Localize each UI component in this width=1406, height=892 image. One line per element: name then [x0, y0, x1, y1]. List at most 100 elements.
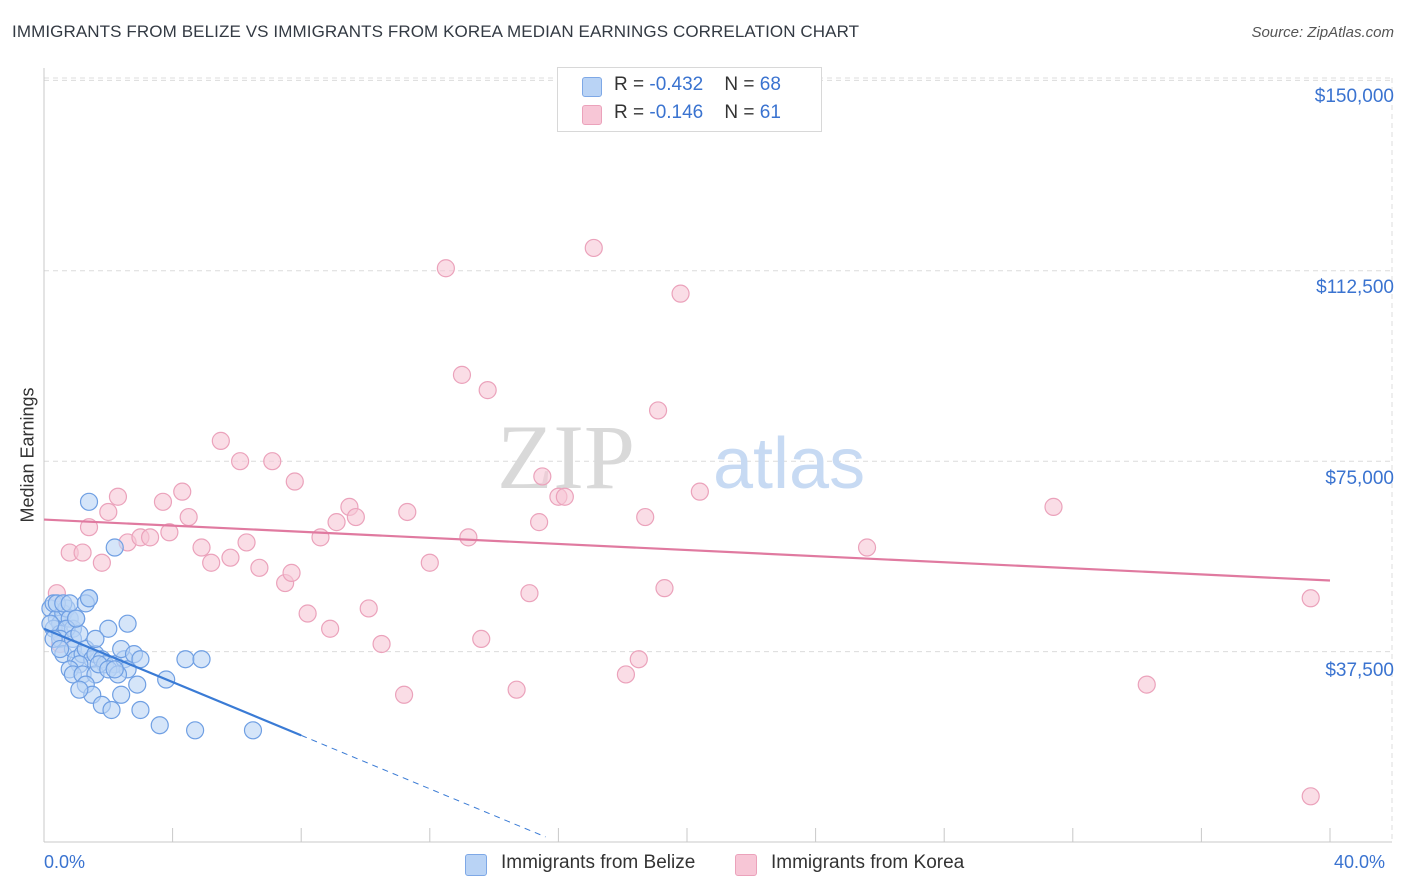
legend-n-value-belize: 68 [759, 74, 781, 95]
y-tick-label: $37,500 [1325, 660, 1394, 681]
korea-point [394, 685, 414, 704]
legend-r-label: R = [614, 102, 650, 123]
belize-point [243, 721, 263, 740]
legend-r-value-korea: -0.146 [649, 102, 704, 123]
korea-point [285, 472, 304, 491]
x-max-label: 40.0% [1334, 852, 1386, 872]
korea-point [629, 650, 648, 669]
korea-point [671, 284, 690, 303]
chart-title: IMMIGRANTS FROM BELIZE VS IMMIGRANTS FRO… [12, 22, 860, 41]
korea-swatch [735, 854, 757, 876]
korea-point [202, 553, 221, 572]
korea-point [857, 538, 877, 557]
korea-point [1301, 787, 1320, 806]
belize-point [79, 589, 99, 608]
korea-point [1301, 589, 1320, 608]
belize-point [99, 619, 118, 638]
korea-point [173, 482, 192, 501]
korea-trend-line [43, 518, 1331, 582]
korea-point [1137, 675, 1156, 694]
belize-swatch [465, 854, 487, 876]
y-axis-title: Median Earnings [17, 387, 38, 523]
korea-point [250, 558, 269, 577]
belize-point [131, 700, 150, 720]
korea-point [555, 487, 574, 506]
korea-series [47, 238, 1320, 806]
korea-point [420, 553, 439, 572]
korea-point [108, 487, 128, 506]
korea-point [690, 482, 709, 501]
korea-point [655, 579, 674, 598]
korea-point [507, 680, 526, 699]
korea-point [263, 452, 282, 471]
belize-point [50, 639, 70, 659]
correlation-legend: R = -0.432 N = 68 R = -0.146 N = 61 [557, 67, 822, 132]
korea-point [436, 259, 455, 278]
korea-point [520, 584, 539, 603]
korea-point [648, 401, 668, 420]
y-tick-label: $75,000 [1325, 468, 1394, 489]
korea-point [359, 599, 378, 618]
belize-point [105, 538, 124, 557]
korea-swatch [582, 105, 602, 125]
korea-point [346, 507, 365, 527]
korea-point [472, 629, 491, 649]
korea-point [459, 528, 478, 547]
y-tick-label: $150,000 [1314, 86, 1394, 107]
belize-point [67, 609, 86, 628]
belize-point [150, 716, 169, 735]
legend-r-value-belize: -0.432 [649, 74, 704, 95]
axes [43, 68, 1392, 843]
gridlines [44, 77, 1393, 842]
korea-point [221, 548, 240, 567]
korea-point [160, 523, 179, 542]
watermark: ZIP atlas [497, 406, 865, 508]
korea-point [298, 604, 317, 623]
legend-n-value-korea: 61 [759, 102, 781, 123]
korea-point [533, 467, 552, 486]
watermark-atlas: atlas [713, 424, 865, 504]
korea-point [372, 634, 391, 654]
x-min-label: 0.0% [44, 852, 86, 872]
korea-point [192, 538, 211, 557]
korea-point [1044, 497, 1063, 516]
belize-swatch [582, 77, 602, 97]
korea-point [99, 502, 118, 522]
belize-point [105, 660, 124, 679]
belize-point [128, 675, 147, 694]
korea-point [584, 238, 603, 258]
legend-row-korea: R = -0.146 N = 61 [582, 102, 781, 128]
korea-point [452, 365, 472, 384]
belize-series [41, 492, 263, 740]
belize-trend-extension [301, 734, 546, 838]
korea-point [616, 665, 636, 684]
legend-n-label: N = [724, 102, 760, 123]
belize-point [79, 492, 99, 511]
korea-point [321, 619, 340, 638]
korea-point [231, 452, 250, 471]
bottom-legend-korea-label: Immigrants from Korea [771, 852, 965, 873]
bottom-legend-belize-label: Immigrants from Belize [501, 852, 696, 873]
korea-point [282, 563, 301, 582]
source-label: Source: ZipAtlas.com [1251, 24, 1394, 41]
korea-point [153, 492, 173, 511]
belize-point [118, 614, 137, 633]
korea-point [73, 543, 92, 562]
legend-r-label: R = [614, 74, 650, 95]
belize-point [176, 650, 195, 669]
korea-point [179, 507, 198, 527]
belize-point [192, 650, 211, 669]
korea-point [327, 513, 346, 532]
belize-point [112, 685, 131, 704]
korea-point [478, 381, 497, 400]
korea-point [140, 528, 160, 547]
belize-point [102, 700, 121, 720]
belize-point [86, 629, 105, 649]
legend-n-label: N = [724, 74, 760, 95]
korea-point [636, 507, 655, 527]
belize-point [70, 680, 89, 699]
korea-point [237, 533, 256, 552]
legend-row-belize: R = -0.432 N = 68 [582, 74, 781, 100]
belize-point [60, 594, 79, 613]
